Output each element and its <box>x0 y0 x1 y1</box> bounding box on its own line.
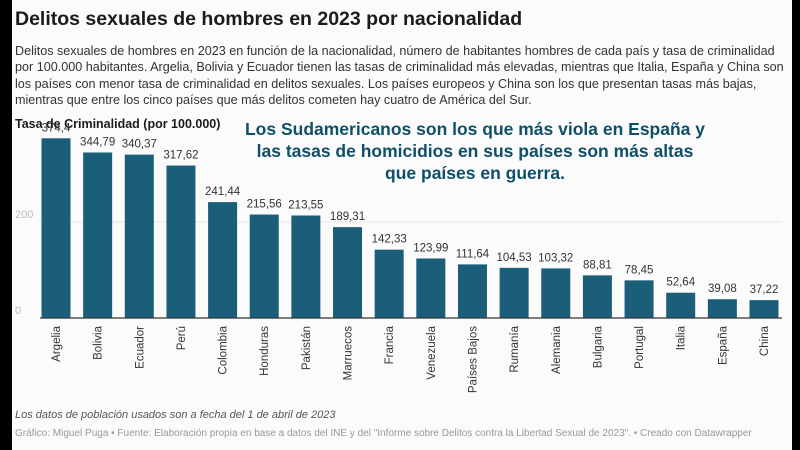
bar-españa <box>707 299 737 318</box>
bar-honduras <box>249 214 279 318</box>
y-tick-label: 0 <box>15 305 21 317</box>
bar-china <box>749 300 779 318</box>
bar-argelia <box>41 138 71 318</box>
x-tick-label: Honduras <box>259 326 271 376</box>
chart-description: Delitos sexuales de hombres en 2023 en f… <box>15 44 784 107</box>
x-tick-label: Colombia <box>218 325 230 374</box>
bar-value-label: 374,4 <box>42 122 71 134</box>
x-tick-label: Países Bajos <box>467 326 479 393</box>
x-tick-label: Rumanía <box>509 325 521 372</box>
bar-francia <box>374 249 404 318</box>
bar-países-bajos <box>457 264 487 318</box>
bar-value-label: 317,62 <box>163 150 198 162</box>
x-tick-label: Bolivia <box>93 325 105 359</box>
footer-note: Los datos de población usados son a fech… <box>15 409 336 421</box>
bar-venezuela <box>416 258 446 318</box>
x-tick-label: Bulgaria <box>592 325 604 368</box>
bar-value-label: 123,99 <box>413 242 448 254</box>
y-tick-label: 200 <box>15 209 33 221</box>
bar-value-label: 189,31 <box>330 211 365 223</box>
bar-value-label: 213,55 <box>288 199 323 211</box>
bar-value-label: 52,64 <box>666 277 695 289</box>
footer-credit: Gráfico: Miguel Puga • Fuente: Elaboraci… <box>15 428 752 439</box>
bar-value-label: 103,32 <box>538 252 573 264</box>
y-axis-title: Tasa de Criminalidad (por 100.000) <box>15 117 221 131</box>
bar-bolivia <box>83 152 113 318</box>
x-tick-label: Argelia <box>51 325 63 361</box>
bar-value-label: 39,08 <box>708 283 737 295</box>
x-tick-label: Ecuador <box>134 326 146 369</box>
annotation-text: Los Sudamericanos son los que más viola … <box>244 119 706 183</box>
chart-title: Delitos sexuales de hombres en 2023 por … <box>15 8 523 30</box>
x-tick-label: España <box>717 325 729 365</box>
bar-perú <box>166 165 196 318</box>
x-tick-label: Francia <box>384 325 396 364</box>
x-tick-label: Perú <box>176 326 188 350</box>
x-tick-label: Alemania <box>551 325 563 374</box>
x-tick-label: China <box>759 325 771 356</box>
bar-value-label: 111,64 <box>456 248 490 260</box>
bar-value-label: 88,81 <box>583 259 612 271</box>
x-tick-label: Portugal <box>634 326 646 369</box>
bar-bulgaria <box>582 275 612 318</box>
bar-italia <box>666 292 696 318</box>
bar-chart: 0 200 374,4 Argelia 344,79 Bolivia 340,37 Ecuad… <box>15 122 782 393</box>
x-tick-label: Marruecos <box>343 326 355 381</box>
bar-portugal <box>624 280 654 318</box>
bar-value-label: 37,22 <box>750 284 779 296</box>
bar-value-label: 104,53 <box>497 252 532 264</box>
bar-value-label: 241,44 <box>205 186 241 198</box>
bar-value-label: 344,79 <box>80 137 115 149</box>
bar-rumanía <box>499 267 529 318</box>
bar-value-label: 215,56 <box>247 199 282 211</box>
x-tick-label: Pakistán <box>301 326 313 370</box>
bar-marruecos <box>333 227 363 318</box>
bar-ecuador <box>124 154 154 318</box>
bar-pakistán <box>291 215 321 318</box>
bar-value-label: 78,45 <box>625 264 654 276</box>
bar-value-label: 142,33 <box>372 234 407 246</box>
bar-value-label: 340,37 <box>122 139 157 151</box>
x-tick-label: Italia <box>676 325 688 350</box>
x-tick-label: Venezuela <box>426 325 438 379</box>
bar-alemania <box>541 268 571 318</box>
bar-colombia <box>208 202 238 318</box>
chart-canvas: Delitos sexuales de hombres en 2023 por … <box>12 0 792 450</box>
